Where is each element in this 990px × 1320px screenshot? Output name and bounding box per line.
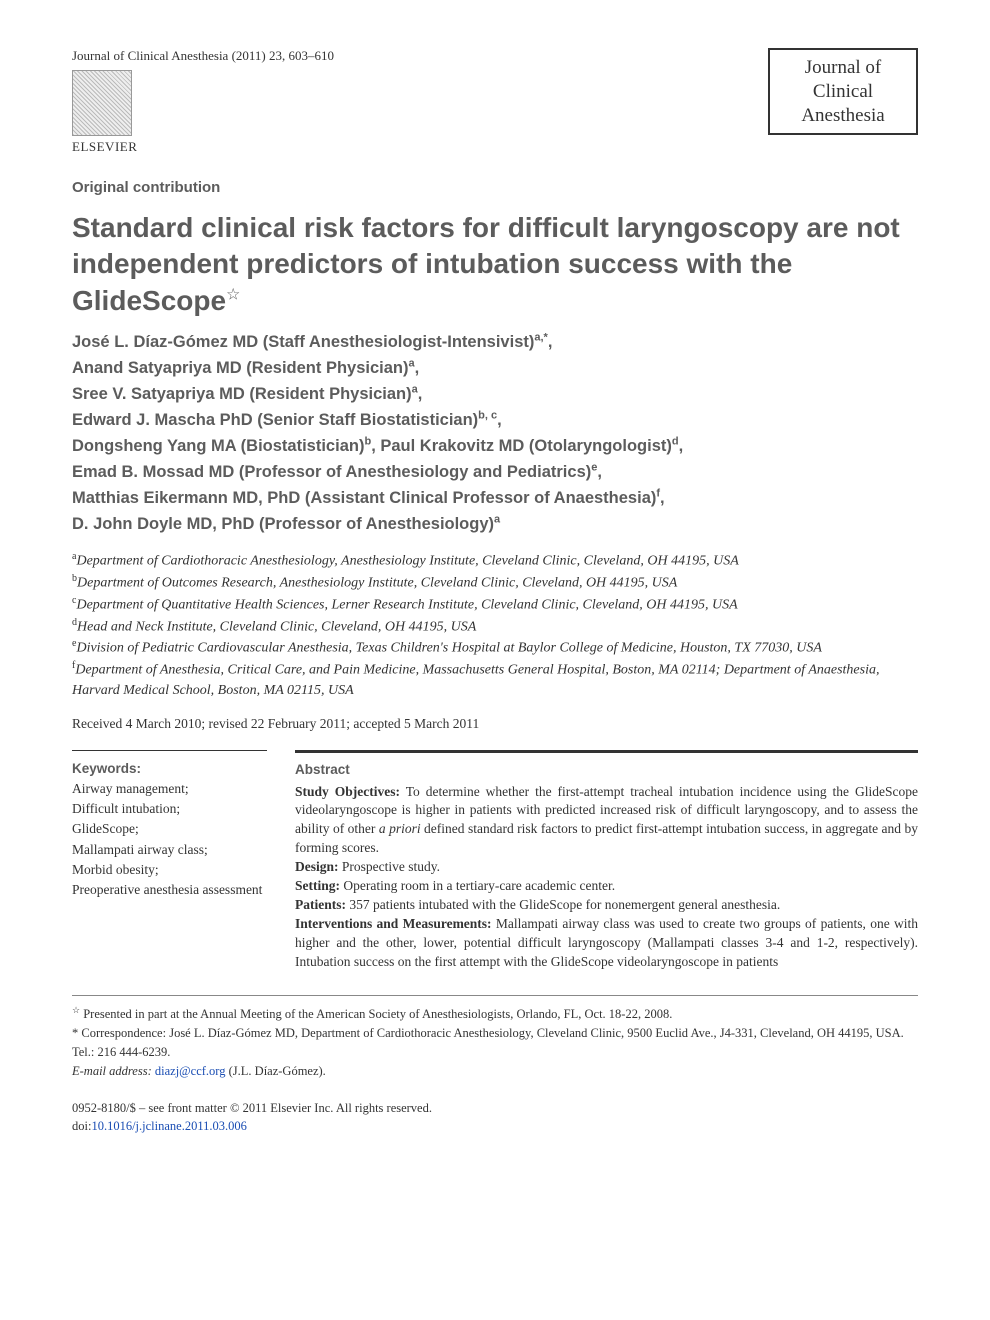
keyword-item: GlideScope; [72,819,267,839]
corr-text: José L. Díaz-Gómez MD, Department of Car… [72,1026,904,1059]
author: Dongsheng Yang MA (Biostatistician)b, [72,437,380,455]
abstract-section: Study Objectives: To determine whether t… [295,783,918,859]
keyword-item: Morbid obesity; [72,860,267,880]
journal-box-line: Anesthesia [784,104,902,128]
affiliation: fDepartment of Anesthesia, Critical Care… [72,659,918,701]
abstract-keywords-row: Keywords: Airway management;Difficult in… [72,750,918,972]
email-suffix: (J.L. Díaz-Gómez). [226,1064,326,1078]
affiliation: eDivision of Pediatric Cardiovascular An… [72,637,918,659]
journal-title-box: Journal of Clinical Anesthesia [768,48,918,135]
header-left: Journal of Clinical Anesthesia (2011) 23… [72,48,334,155]
abstract-section: Setting: Operating room in a tertiary-ca… [295,877,918,896]
keyword-item: Preoperative anesthesia assessment [72,880,267,900]
title-text: Standard clinical risk factors for diffi… [72,212,900,316]
footnotes-block: ☆ Presented in part at the Annual Meetin… [72,995,918,1080]
journal-reference: Journal of Clinical Anesthesia (2011) 23… [72,48,334,64]
abstract-heading: Abstract [295,761,918,780]
title-footnote-marker: ☆ [226,286,240,303]
keyword-item: Mallampati airway class; [72,840,267,860]
email-label: E-mail address: [72,1064,155,1078]
article-type: Original contribution [72,179,918,196]
article-title: Standard clinical risk factors for diffi… [72,210,918,319]
abstract-section: Interventions and Measurements: Mallampa… [295,915,918,972]
author: Paul Krakovitz MD (Otolaryngologist)d, [380,437,683,455]
keyword-item: Airway management; [72,779,267,799]
article-dates: Received 4 March 2010; revised 22 Februa… [72,716,918,732]
footnote-presented: ☆ Presented in part at the Annual Meetin… [72,1004,918,1024]
abstract-section: Patients: 357 patients intubated with th… [295,896,918,915]
doi-label: doi: [72,1119,91,1133]
author: José L. Díaz-Gómez MD (Staff Anesthesiol… [72,333,552,351]
author: Edward J. Mascha PhD (Senior Staff Biost… [72,411,502,429]
authors-list: José L. Díaz-Gómez MD (Staff Anesthesiol… [72,329,918,538]
copyright-block: 0952-8180/$ – see front matter © 2011 El… [72,1099,918,1137]
doi-line: doi:10.1016/j.jclinane.2011.03.006 [72,1117,918,1136]
footnote-email: E-mail address: diazj@ccf.org (J.L. Díaz… [72,1062,918,1081]
author: Sree V. Satyapriya MD (Resident Physicia… [72,385,422,403]
corr-label: * Correspondence: [72,1026,169,1040]
journal-box-line: Journal of [784,56,902,80]
abstract-body: Study Objectives: To determine whether t… [295,783,918,972]
affiliation: aDepartment of Cardiothoracic Anesthesio… [72,550,918,572]
footnote-presented-text: Presented in part at the Annual Meeting … [83,1008,672,1022]
affiliations-list: aDepartment of Cardiothoracic Anesthesio… [72,550,918,702]
abstract-column: Abstract Study Objectives: To determine … [295,750,918,972]
journal-box-line: Clinical [784,80,902,104]
copyright-line: 0952-8180/$ – see front matter © 2011 El… [72,1099,918,1118]
affiliation: cDepartment of Quantitative Health Scien… [72,594,918,616]
elsevier-tree-icon [72,70,132,136]
keywords-column: Keywords: Airway management;Difficult in… [72,750,267,972]
author: Matthias Eikermann MD, PhD (Assistant Cl… [72,489,665,507]
author: Anand Satyapriya MD (Resident Physician)… [72,359,419,377]
publisher-block: ELSEVIER [72,70,334,155]
author: D. John Doyle MD, PhD (Professor of Anes… [72,515,500,533]
keyword-item: Difficult intubation; [72,799,267,819]
keywords-heading: Keywords: [72,759,267,779]
publisher-name: ELSEVIER [72,139,334,155]
affiliation: dHead and Neck Institute, Cleveland Clin… [72,616,918,638]
doi-link[interactable]: 10.1016/j.jclinane.2011.03.006 [91,1119,246,1133]
keywords-items: Airway management;Difficult intubation;G… [72,779,267,901]
footnote-correspondence: * Correspondence: José L. Díaz-Gómez MD,… [72,1024,918,1062]
page-header: Journal of Clinical Anesthesia (2011) 23… [72,48,918,155]
affiliation: bDepartment of Outcomes Research, Anesth… [72,572,918,594]
email-link[interactable]: diazj@ccf.org [155,1064,226,1078]
abstract-section: Design: Prospective study. [295,858,918,877]
author: Emad B. Mossad MD (Professor of Anesthes… [72,463,602,481]
